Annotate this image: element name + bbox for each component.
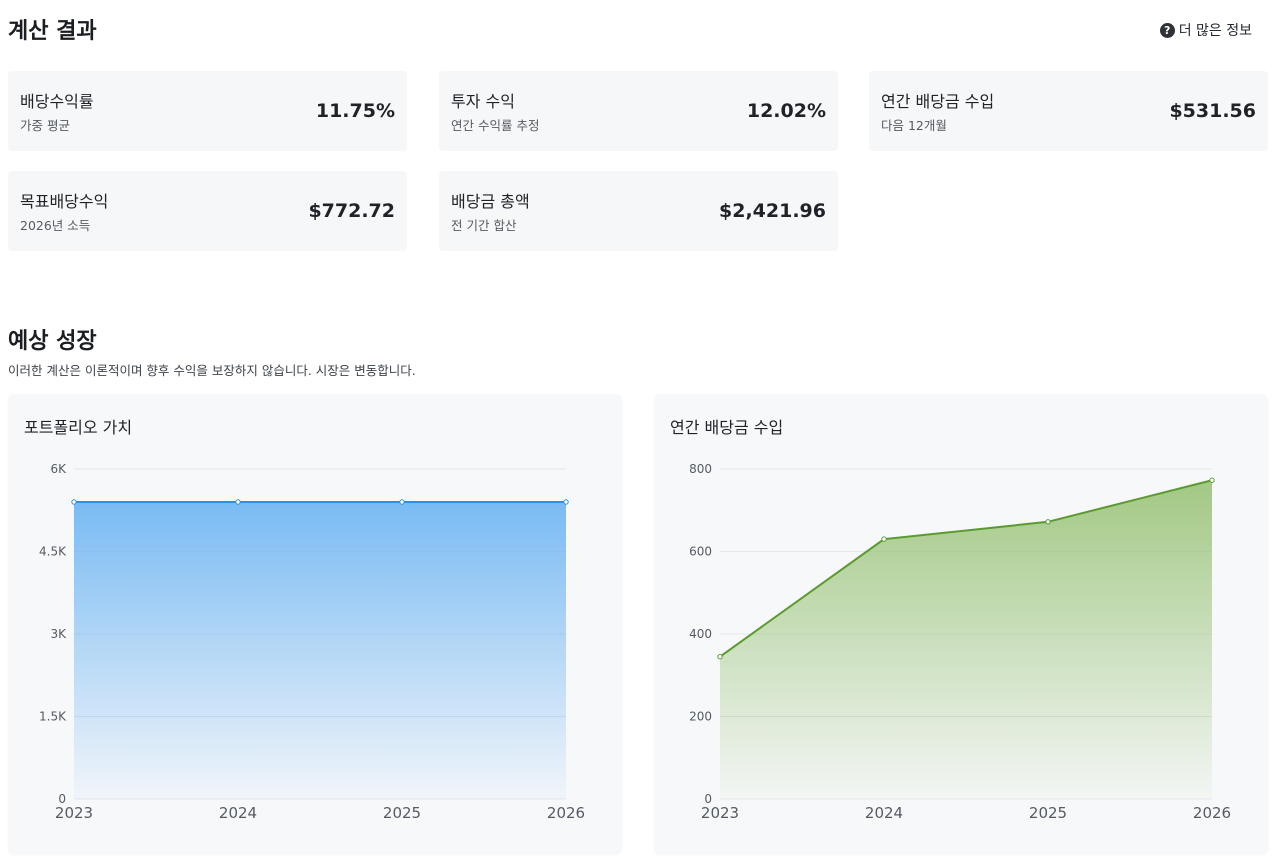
y-tick-label: 3K: [50, 627, 67, 641]
series-area: [74, 502, 566, 799]
question-circle-icon: ?: [1159, 22, 1175, 38]
annual-dividend-chart-panel: 연간 배당금 수입 0 200 400 600 800 2023 2024 2025 2026: [654, 394, 1268, 854]
y-tick-label: 200: [689, 710, 712, 724]
metric-value: $2,421.96: [719, 200, 826, 222]
results-title: 계산 결과: [8, 19, 97, 44]
portfolio-value-chart-panel: 포트폴리오 가치 0 1.5K 3K 4.5K 6K 2023 2024 2025 2026: [8, 394, 622, 854]
disclaimer-text: 이러한 계산은 이론적이며 향후 수익을 보장하지 않습니다. 시장은 변동합니…: [8, 363, 416, 378]
metric-label: 배당금 총액: [451, 192, 530, 211]
metric-sublabel: 2026년 소득: [20, 218, 91, 233]
portfolio-value-chart: 0 1.5K 3K 4.5K 6K 2023 2024 2025 2026: [39, 462, 585, 822]
more-info-label: 더 많은 정보: [1178, 23, 1252, 39]
metric-label: 목표배당수익: [20, 192, 109, 211]
y-tick-label: 800: [689, 462, 712, 476]
x-tick-label: 2023: [701, 804, 739, 822]
data-point[interactable]: [399, 499, 405, 505]
y-tick-label: 6K: [50, 462, 67, 476]
x-tick-label: 2024: [865, 804, 903, 822]
metric-value: $531.56: [1169, 100, 1256, 122]
more-info-link[interactable]: ? 더 많은 정보: [1159, 20, 1252, 40]
x-tick-label: 2026: [1193, 804, 1231, 822]
metric-value: $772.72: [308, 200, 395, 222]
chart-title: 연간 배당금 수입: [670, 418, 784, 437]
data-point[interactable]: [71, 499, 77, 505]
data-point[interactable]: [717, 653, 723, 660]
metric-card-annual-dividend-income: 연간 배당금 수입 다음 12개월 $531.56: [869, 71, 1268, 151]
x-tick-label: 2024: [219, 804, 257, 822]
metric-value: 12.02%: [746, 100, 826, 122]
chart-title: 포트폴리오 가치: [24, 418, 133, 437]
metric-label: 투자 수익: [451, 92, 515, 111]
data-point[interactable]: [881, 536, 887, 542]
metric-label: 연간 배당금 수입: [881, 92, 995, 111]
metric-card-investment-return: 투자 수익 연간 수익률 추정 12.02%: [439, 71, 838, 151]
y-tick-label: 600: [689, 545, 712, 559]
metric-sublabel: 다음 12개월: [881, 118, 947, 133]
metric-value: 11.75%: [315, 100, 395, 122]
data-point[interactable]: [563, 499, 569, 505]
y-tick-label: 0: [58, 792, 66, 806]
series-line: [719, 479, 1213, 658]
y-tick-label: 4.5K: [39, 545, 67, 559]
metric-sublabel: 전 기간 합산: [451, 218, 517, 233]
metric-card-total-dividends: 배당금 총액 전 기간 합산 $2,421.96: [439, 171, 838, 251]
metric-sublabel: 연간 수익률 추정: [451, 118, 540, 133]
y-tick-label: 1.5K: [39, 710, 67, 724]
metric-card-target-dividend-income: 목표배당수익 2026년 소득 $772.72: [8, 171, 407, 251]
metric-card-dividend-yield: 배당수익률 가중 평균 11.75%: [8, 71, 407, 151]
metric-sublabel: 가중 평균: [20, 118, 70, 133]
data-point[interactable]: [1045, 519, 1051, 525]
growth-section-title: 예상 성장: [8, 329, 97, 354]
y-tick-label: 0: [704, 792, 712, 806]
annual-dividend-chart: 0 200 400 600 800 2023 2024 2025 2026: [689, 462, 1231, 822]
x-tick-label: 2025: [1029, 804, 1067, 822]
data-point[interactable]: [1209, 477, 1215, 483]
data-point[interactable]: [235, 499, 241, 505]
x-tick-label: 2025: [383, 804, 421, 822]
series-area: [720, 480, 1212, 799]
y-tick-label: 400: [689, 627, 712, 641]
x-tick-label: 2026: [547, 804, 585, 822]
x-tick-label: 2023: [55, 804, 93, 822]
metric-label: 배당수익률: [20, 92, 94, 111]
